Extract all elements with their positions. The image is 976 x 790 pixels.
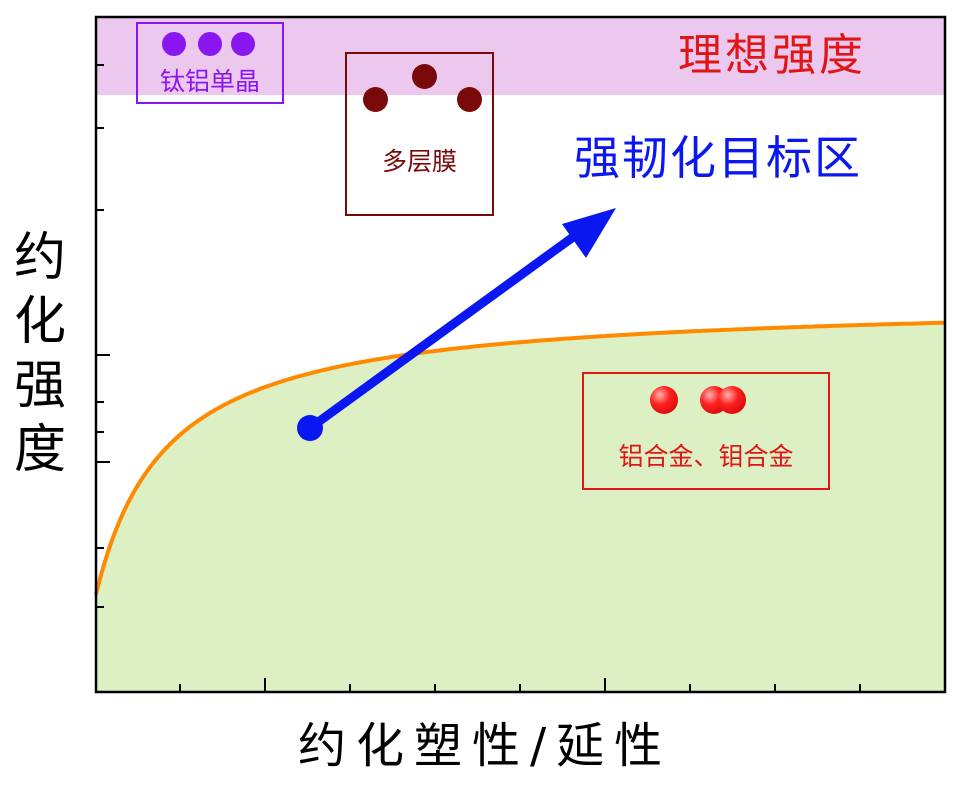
material-dot [162,32,186,56]
material-label: 铝合金、钼合金 [618,442,794,471]
strength-ductility-tradeoff-curve [94,320,945,595]
material-dot [198,32,222,56]
toughening-arrow-head [562,208,616,258]
material-dot [231,32,255,56]
ideal-strength-band [96,17,945,95]
y-axis-label-char: 约 [13,228,66,288]
y-axis-ticks [96,64,110,608]
material-box-tial-single-crystal: 钛铝单晶 [136,22,284,104]
x-axis-label: 约化塑性/延性 [298,718,673,774]
material-label: 多层膜 [381,147,457,176]
material-label: 钛铝单晶 [159,67,260,96]
material-dot [457,87,482,112]
toughening-arrow-shaft [307,228,583,432]
material-dot [718,386,746,414]
x-axis-ticks [179,678,861,692]
material-box-al-mo-alloys: 铝合金、钼合金 [582,372,830,490]
y-axis-label-char: 化 [13,292,66,352]
current-state-point [297,415,323,441]
y-axis-label-char: 强 [13,356,66,416]
feasible-region [96,322,945,692]
y-axis-label-char: 度 [13,420,66,480]
material-dot [412,64,437,89]
material-dot [363,87,388,112]
material-dot [650,386,678,414]
target-zone-label: 强韧化目标区 [574,131,862,185]
y-axis-label: 约 化 强 度 [0,228,80,488]
material-box-multilayer-film: 多层膜 [345,52,494,216]
ideal-strength-label: 理想强度 [678,30,866,81]
